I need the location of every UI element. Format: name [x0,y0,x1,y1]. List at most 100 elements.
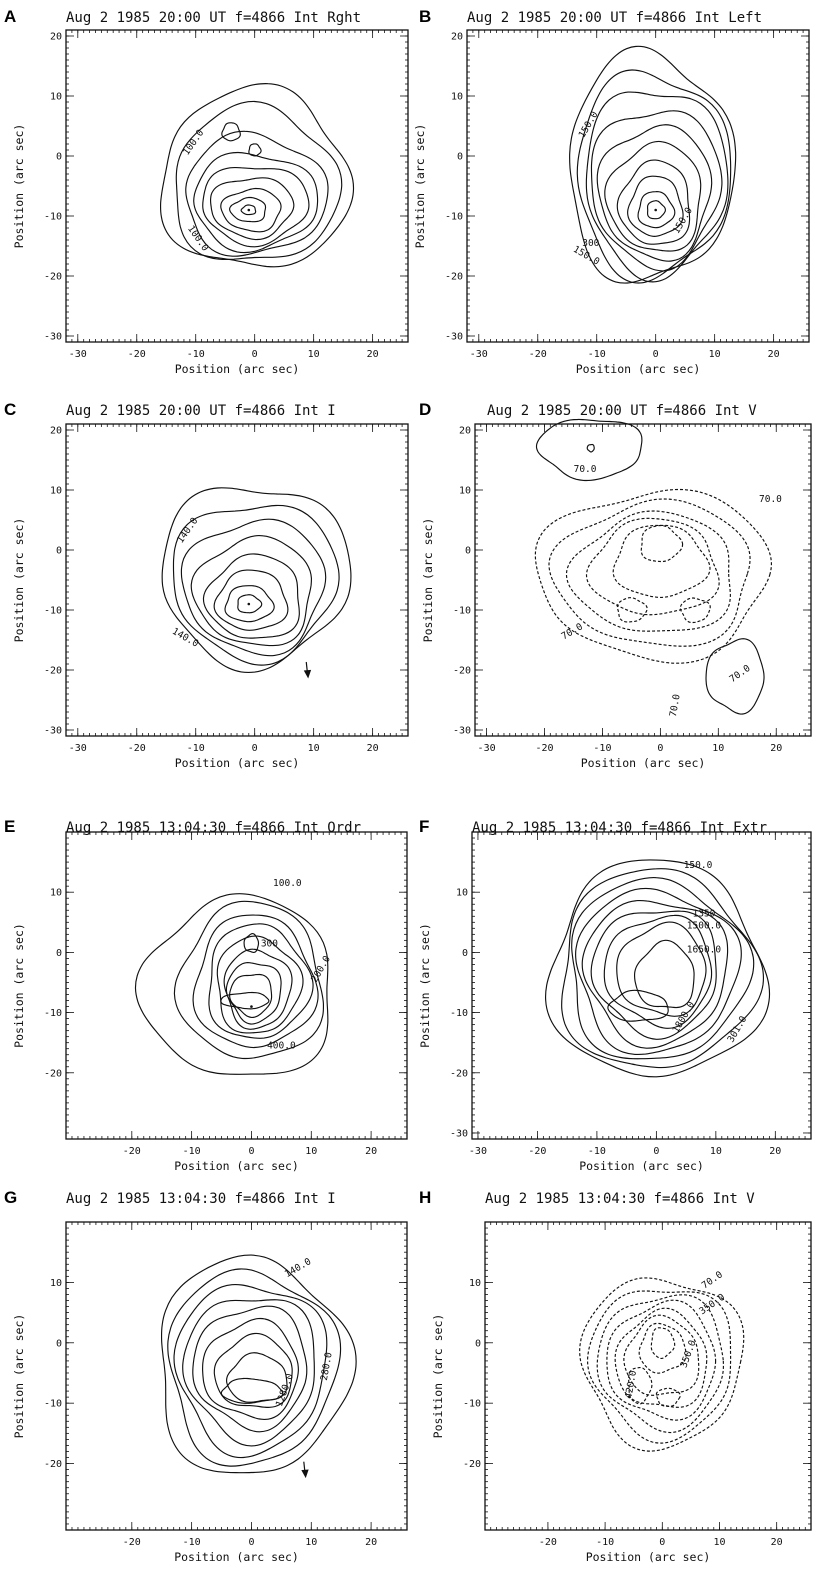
y-tick-label: -10 [445,212,463,223]
y-tick-label: 10 [50,1278,62,1289]
x-tick-label: -10 [187,743,205,754]
y-tick-label: 0 [462,948,468,959]
contour-line [182,1299,315,1447]
contour-line [655,1387,681,1407]
x-tick-label: 0 [252,743,258,754]
x-tick-label: -10 [183,1146,201,1157]
contour-line [612,524,711,598]
contour-line [535,418,643,482]
arrow-icon [303,661,312,679]
x-axis-label: Position (arc sec) [581,756,706,770]
peak-marker [250,1005,253,1008]
contour-label: 400.0 [267,1041,296,1052]
contour-line [240,204,257,216]
contour-set [134,893,329,1075]
x-tick-label: 20 [771,1537,783,1548]
contour-set [159,83,355,268]
contour-line [640,524,684,563]
panel-f: F Aug 2 1985 13:04:30 f=4866 Int Extr-30-… [418,817,812,1173]
contour-line [172,504,340,666]
contour-line [193,151,319,254]
y-tick-label: 0 [56,948,62,959]
contour-line [167,1268,342,1467]
y-tick-label: 20 [50,426,62,437]
contour-label: 1500.0 [687,920,722,931]
contour-line [175,100,343,261]
contour-line [159,83,355,268]
contour-line [192,914,319,1049]
contour-set [534,418,772,715]
contour-line [628,1367,653,1405]
x-tick-label: 0 [248,1537,254,1548]
y-tick-label: -20 [44,1068,62,1079]
contour-set [160,1254,357,1474]
x-tick-label: 10 [305,1537,317,1548]
x-axis-label: Position (arc sec) [175,756,300,770]
minor-ticks [484,1221,812,1531]
contour-line [616,921,707,1017]
contour-line [623,1314,700,1396]
y-tick-label: 0 [465,546,471,557]
panel-g: G Aug 2 1985 13:04:30 f=4866 Int I -20 -10 0… [4,1188,408,1564]
x-axis-label: Position (arc sec) [174,1159,299,1173]
contour-line [596,124,713,262]
x-tick-label: -30 [69,349,87,360]
contour-line [213,1332,293,1408]
contour-label: 70.0 [574,464,597,475]
x-tick-label: 20 [769,1146,781,1157]
x-tick-label: -10 [593,743,611,754]
contour-line [606,1299,717,1421]
contour-label: 70.0 [759,494,782,505]
y-tick-label: -20 [450,1068,468,1079]
contour-label: 200.0 [309,954,333,985]
contour-line [616,159,691,245]
contour-label: 300 [261,938,278,949]
x-tick-label: -10 [588,1146,606,1157]
y-tick-label: -10 [44,606,62,617]
contour-label: 140.0 [175,515,201,545]
contour-line [585,517,720,616]
plot-frame [484,1221,812,1531]
contour-label: 100.0 [181,127,207,157]
x-tick-label: 20 [770,743,782,754]
contour-set [579,1277,745,1452]
minor-ticks [471,831,812,1140]
contour-line [224,585,275,623]
x-tick-label: -20 [123,1146,141,1157]
x-tick-label: 0 [653,349,659,360]
contour-line [679,597,711,624]
contour-set [544,859,771,1078]
y-tick-label: -30 [445,332,463,343]
y-tick-label: -30 [44,332,62,343]
panel-letter: H [419,1188,431,1207]
panel-letter: B [419,7,431,26]
peak-marker [247,208,251,212]
contour-line [638,1322,687,1374]
x-axis-label: Position (arc sec) [175,362,300,376]
x-axis-label: Position (arc sec) [576,362,701,376]
contour-label: 300 [582,238,599,249]
contour-line [616,597,648,623]
contour-line [220,1377,284,1404]
contour-line [220,187,282,233]
contour-line [590,110,723,272]
y-tick-label: -20 [445,272,463,283]
minor-ticks [65,1221,408,1531]
contour-line [208,923,314,1039]
x-tick-label: 10 [712,743,724,754]
x-tick-label: -20 [128,743,146,754]
x-axis-label: Position (arc sec) [579,1159,704,1173]
contour-line [534,488,772,664]
x-tick-label: -20 [539,1537,557,1548]
y-tick-label: -10 [453,606,471,617]
y-tick-label: -20 [44,666,62,677]
panel-a: A Aug 2 1985 20:00 UT f=4866 Int Rght-30-… [4,7,409,376]
contour-label: 70.0 [728,663,753,685]
contour-line [604,140,702,252]
contour-line [192,1305,308,1433]
x-tick-label: 20 [365,1537,377,1548]
x-tick-label: -10 [588,349,606,360]
x-tick-label: -20 [123,1537,141,1548]
y-tick-label: 10 [451,92,463,103]
contour-line [575,887,742,1056]
